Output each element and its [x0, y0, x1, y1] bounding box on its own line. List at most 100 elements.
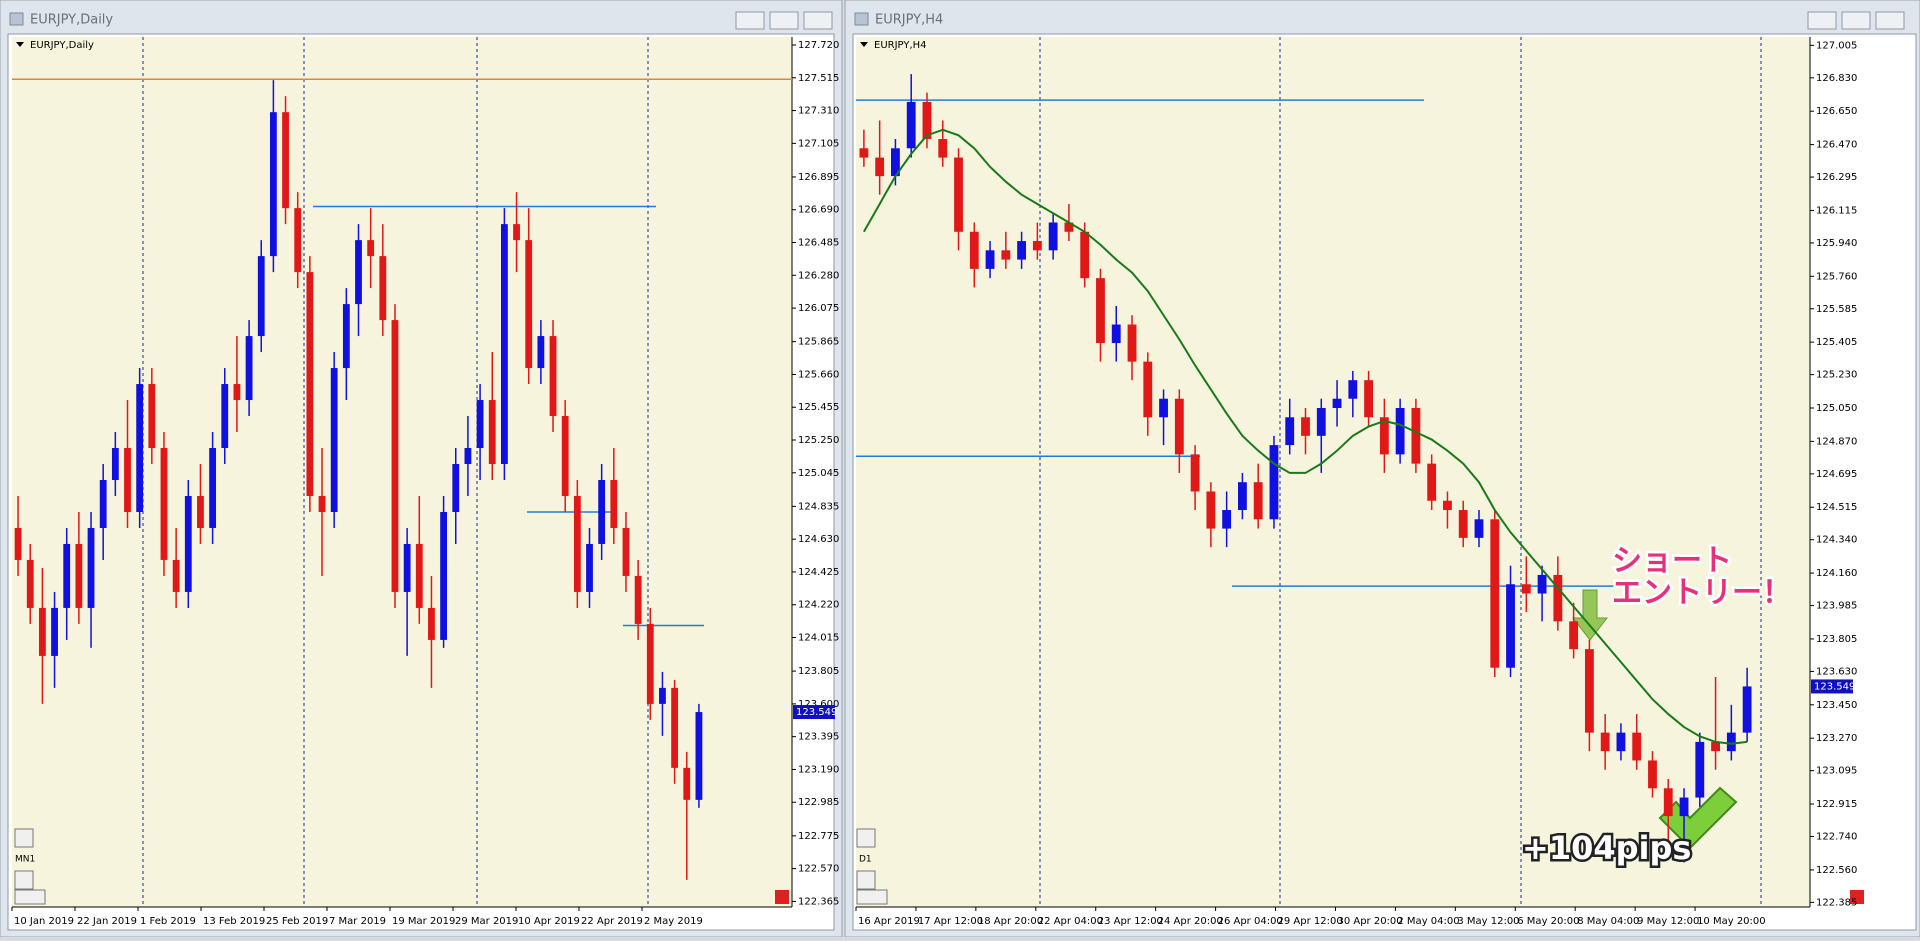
candle-body: [561, 416, 569, 496]
candle-body: [1048, 222, 1058, 251]
candle-body: [124, 448, 131, 512]
candle-body: [683, 767, 691, 800]
candle-body: [403, 543, 411, 592]
candle-body: [922, 101, 932, 140]
candle-body: [646, 623, 654, 704]
candle-body: [1222, 510, 1232, 529]
x-tick-label: 8 May 04:00: [1577, 916, 1639, 927]
candle-body: [306, 272, 314, 496]
candle-body: [99, 479, 107, 528]
minimize-button[interactable]: [1807, 11, 1837, 30]
candle-body: [875, 157, 885, 177]
candle-body: [1395, 408, 1405, 455]
x-tick-label: 10 Apr 2019: [518, 916, 580, 927]
candle-body: [172, 559, 180, 592]
maximize-button[interactable]: [769, 11, 799, 30]
y-tick-label: 123.805: [798, 666, 839, 677]
candle-body: [1001, 250, 1011, 260]
candle-body: [954, 157, 963, 232]
candle-body: [391, 320, 399, 592]
y-tick-label: 125.760: [1816, 271, 1857, 282]
close-button[interactable]: [803, 11, 833, 30]
window-buttons: [735, 11, 1905, 30]
candle-body: [1411, 408, 1421, 464]
candle-body: [1521, 584, 1531, 594]
candle-body: [476, 400, 484, 449]
candle-body: [1695, 741, 1705, 798]
candle-body: [1474, 519, 1484, 538]
candle-body: [440, 511, 448, 640]
candle-body: [14, 527, 22, 560]
scroll-up[interactable]: [856, 828, 876, 848]
candle-body: [537, 336, 545, 369]
y-tick-label: 122.570: [798, 864, 839, 875]
candle-body: [87, 527, 95, 608]
candle-body: [1443, 500, 1452, 511]
candle-body: [318, 495, 326, 512]
candle-body: [500, 224, 508, 465]
y-tick-label: 126.650: [1816, 106, 1857, 117]
candle-body: [1364, 380, 1374, 418]
candle-body: [51, 607, 58, 656]
y-tick-label: 125.045: [798, 468, 839, 479]
candle-body: [891, 148, 900, 177]
check-icon: [1658, 786, 1738, 850]
candle-body: [1206, 491, 1216, 529]
y-tick-label: 122.985: [798, 797, 839, 808]
y-tick-label: 123.985: [1816, 601, 1857, 612]
candle-body: [342, 304, 350, 369]
x-tick-label: 1 Feb 2019: [140, 916, 196, 927]
y-tick-label: 122.775: [798, 831, 839, 842]
x-tick-label: 22 Apr 2019: [581, 916, 643, 927]
chart-label: EURJPY,H4: [874, 40, 927, 51]
dropdown-icon: [16, 42, 24, 47]
candle-body: [610, 479, 618, 528]
toolbar[interactable]: [856, 889, 888, 905]
scroll-down[interactable]: [14, 870, 34, 890]
toolbar[interactable]: [14, 889, 46, 905]
candle-body: [1569, 621, 1579, 650]
candle-body: [464, 448, 472, 465]
candle-body: [1711, 741, 1720, 752]
minimize-button[interactable]: [735, 11, 765, 30]
y-tick-label: 126.690: [798, 205, 839, 216]
y-tick-label: 123.600: [798, 699, 839, 710]
candle-body: [294, 208, 302, 273]
y-tick-label: 124.835: [798, 501, 839, 512]
candle-body: [1537, 574, 1547, 594]
candle-body: [452, 464, 460, 512]
close-button[interactable]: [1875, 11, 1905, 30]
candle-body: [1632, 732, 1642, 761]
y-tick-label: 126.485: [798, 238, 839, 249]
maximize-button[interactable]: [1841, 11, 1871, 30]
candle-body: [415, 543, 423, 608]
candle-body: [63, 543, 71, 608]
y-tick-label: 125.455: [798, 402, 839, 413]
chart-controls: [14, 828, 1864, 905]
candle-body: [1064, 222, 1074, 232]
y-tick-label: 123.270: [1816, 733, 1857, 744]
scale-fix[interactable]: [775, 890, 789, 904]
x-tick-label: 17 Apr 12:00: [918, 916, 983, 927]
y-tick-label: 124.160: [1816, 568, 1857, 579]
y-tick-label: 123.450: [1816, 700, 1857, 711]
candle-body: [282, 112, 289, 209]
scale-fix[interactable]: [1850, 890, 1864, 904]
candle-body: [257, 256, 265, 337]
result-annotation: +104pips: [1522, 829, 1691, 867]
candle-body: [1190, 454, 1200, 492]
y-tick-label: 125.050: [1816, 403, 1857, 414]
price-label-box: [1811, 679, 1853, 694]
candle-body: [1174, 398, 1184, 455]
candle-body: [598, 479, 606, 544]
entry-annotation: ショート: [1612, 544, 1732, 579]
scroll-up[interactable]: [14, 828, 34, 848]
y-tick-label: 126.895: [798, 172, 839, 183]
scroll-down[interactable]: [856, 870, 876, 890]
candle-body: [969, 231, 979, 269]
x-tick-label: 18 Apr 20:00: [978, 916, 1043, 927]
x-tick-label: 13 Feb 2019: [203, 916, 265, 927]
y-tick-label: 125.250: [798, 435, 839, 446]
